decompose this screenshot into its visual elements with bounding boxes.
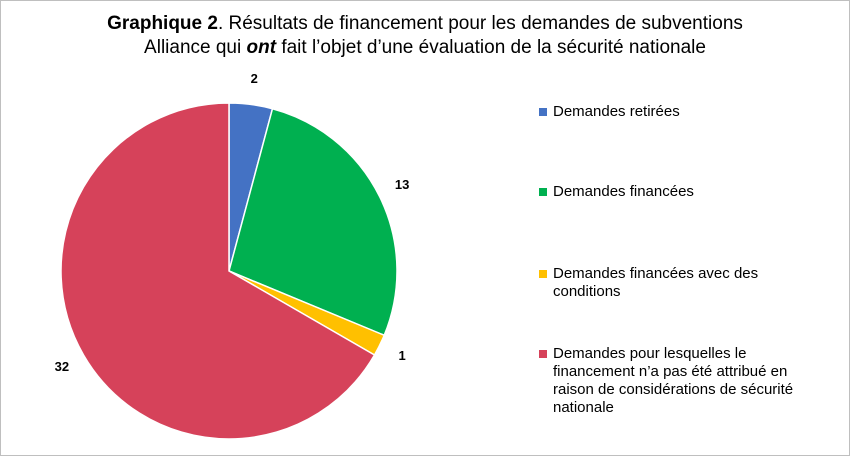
title-part: ont — [247, 37, 277, 58]
legend-swatch — [539, 188, 547, 196]
legend-item: Demandes pour lesquelles le financement … — [539, 345, 828, 417]
pie-slice — [228, 107, 398, 337]
legend-label: Demandes retirées — [553, 103, 680, 120]
legend-label: Demandes financées avec des conditions — [553, 265, 759, 300]
data-label: 2 — [251, 71, 258, 86]
data-label: 1 — [398, 348, 405, 363]
pie-slice — [60, 102, 376, 440]
legend-label: Demandes pour lesquelles le financement … — [553, 345, 794, 416]
data-label: 32 — [55, 359, 69, 374]
title-part: Alliance qui — [144, 37, 246, 58]
title-part: . Résultats de financement pour les dema… — [218, 13, 743, 34]
legend-item: Demandes retirées — [539, 103, 828, 121]
legend-swatch — [539, 270, 547, 278]
legend-swatch — [539, 350, 547, 358]
legend-swatch — [539, 108, 547, 116]
legend-item: Demandes financées — [539, 183, 828, 201]
chart-title: Graphique 2. Résultats de financement po… — [107, 13, 743, 34]
legend-label: Demandes financées — [553, 183, 694, 200]
legend-item: Demandes financées avec des conditions — [539, 265, 828, 301]
data-label: 13 — [395, 177, 409, 192]
title-part: fait l’objet d’une évaluation de la sécu… — [276, 37, 706, 58]
title-part: Graphique 2 — [107, 13, 218, 34]
chart-title: Alliance qui ont fait l’objet d’une éval… — [144, 37, 706, 58]
